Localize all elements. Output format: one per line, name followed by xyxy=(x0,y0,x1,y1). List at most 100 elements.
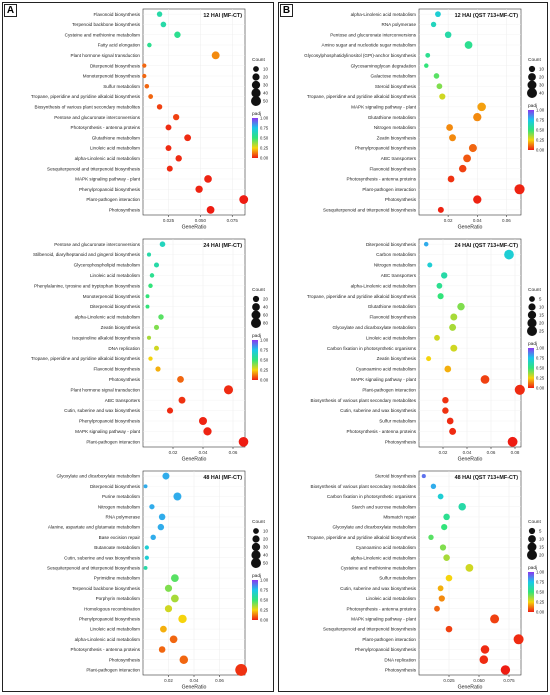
count-legend-key xyxy=(251,88,261,98)
category-label: MAPK signaling pathway - plant xyxy=(351,104,417,109)
data-point xyxy=(430,483,437,489)
data-point xyxy=(173,492,182,501)
padj-legend-title: padj xyxy=(528,103,537,109)
category-label: Plant hormone signal transduction xyxy=(71,53,141,58)
data-point xyxy=(446,124,453,131)
dot-plot: 0.025 0.050 0.075 GeneRatio Steroid biosynth… xyxy=(307,470,545,691)
data-point xyxy=(433,73,440,79)
category-label: Tropane, piperidine and pyridine alkaloi… xyxy=(31,94,141,99)
count-legend-key xyxy=(251,318,261,328)
category-label: Diterpenoid biosynthesis xyxy=(90,63,141,68)
category-label: Phenylpropanoid biosynthesis xyxy=(79,187,141,192)
count-legend-key xyxy=(529,296,535,302)
category-label: Carbon fixation in photosynthetic organi… xyxy=(327,494,417,499)
category-label: Starch and sucrose metabolism xyxy=(352,504,417,509)
padj-legend-label: 0.00 xyxy=(536,386,545,391)
category-label: Cyanoamino acid metabolism xyxy=(356,545,416,550)
data-point xyxy=(464,41,473,49)
data-point xyxy=(169,635,178,644)
data-point xyxy=(166,407,174,414)
padj-colorbar xyxy=(528,348,534,388)
data-point xyxy=(184,134,192,142)
data-point xyxy=(144,555,149,560)
category-label: Linoleic acid metabolism xyxy=(90,273,140,278)
category-label: Porphyrin metabolism xyxy=(96,596,141,601)
data-point xyxy=(170,594,179,603)
data-point xyxy=(164,605,173,613)
data-point xyxy=(165,145,172,152)
x-tick-label: 0.06 xyxy=(487,450,496,455)
padj-legend-label: 0.75 xyxy=(536,356,545,361)
category-label: Tropane, piperidine and pyridine alkaloi… xyxy=(307,94,417,99)
data-point xyxy=(178,614,187,624)
x-axis-label: GeneRatio xyxy=(458,225,483,231)
category-label: Pentose and glucuronate interconversions xyxy=(330,32,417,37)
category-label: Glyoxylate and dicarboxylate metabolism xyxy=(57,474,141,479)
data-point xyxy=(147,42,152,48)
category-label: MAPK signaling pathway - plant xyxy=(75,177,141,182)
category-label: Nitrogen metabolism xyxy=(374,125,416,130)
category-label: Diterpenoid biosynthesis xyxy=(366,242,417,247)
category-label: Photosynthesis xyxy=(109,657,141,662)
padj-legend-label: 0.50 xyxy=(260,358,269,363)
count-legend-key xyxy=(251,558,261,568)
x-tick-label: 0.04 xyxy=(473,218,482,223)
data-point xyxy=(174,31,181,38)
count-legend-label: 40 xyxy=(263,553,268,558)
data-point xyxy=(449,323,457,331)
category-label: Glycerophospholipid metabolism xyxy=(74,263,141,268)
category-label: Galactose metabolism xyxy=(371,74,417,79)
data-point xyxy=(450,313,458,321)
count-legend-label: 20 xyxy=(263,297,268,302)
count-legend-label: 20 xyxy=(263,75,268,80)
category-label: Monoterpenoid biosynthesis xyxy=(83,294,141,299)
category-label: Cutin, suberine and wax biosynthesis xyxy=(340,586,417,591)
count-legend-title: Count xyxy=(252,57,265,63)
data-point xyxy=(436,282,443,289)
count-legend-key xyxy=(253,528,259,534)
count-legend-key xyxy=(251,550,261,560)
x-tick-label: 0.025 xyxy=(443,678,455,683)
padj-legend-label: 0.00 xyxy=(536,148,545,153)
count-legend-label: 20 xyxy=(539,553,544,558)
x-axis-label: GeneRatio xyxy=(182,457,207,463)
data-point xyxy=(149,273,155,278)
padj-legend-label: 0.25 xyxy=(536,376,545,381)
category-label: RNA polymerase xyxy=(106,515,141,520)
count-legend-label: 30 xyxy=(539,83,544,88)
count-legend-key xyxy=(252,535,260,543)
plot-frame xyxy=(142,8,246,216)
count-legend-label: 10 xyxy=(539,305,544,310)
category-label: Alanine, aspartate and glutamate metabol… xyxy=(48,525,140,530)
count-legend-key xyxy=(528,535,536,543)
padj-colorbar xyxy=(252,340,258,380)
count-legend-title: Count xyxy=(528,57,541,63)
panel-b-letter: B xyxy=(280,4,293,17)
x-tick-label: 0.02 xyxy=(164,678,173,683)
plot-frame xyxy=(418,238,522,448)
padj-legend-label: 0.75 xyxy=(260,348,269,353)
data-point xyxy=(430,21,437,28)
category-label: Sulfur metabolism xyxy=(379,419,416,424)
data-point xyxy=(162,472,170,480)
data-point xyxy=(457,302,465,311)
data-point xyxy=(204,175,212,183)
category-label: Glycosylphosphatidylinositol (GPI)-ancho… xyxy=(304,53,417,58)
data-point xyxy=(458,502,466,511)
panel-a-letter: A xyxy=(4,4,17,17)
data-point xyxy=(450,344,458,352)
category-label: Diterpenoid biosynthesis xyxy=(90,304,141,309)
padj-legend-label: 0.00 xyxy=(260,378,269,383)
plot-frame xyxy=(418,8,522,216)
data-point xyxy=(195,185,203,193)
data-point xyxy=(465,564,474,572)
count-legend-title: Count xyxy=(528,287,541,293)
category-label: Biosynthesis of various plant secondary … xyxy=(311,398,417,403)
x-axis-label: GeneRatio xyxy=(182,685,207,691)
category-label: Zeatin biosynthesis xyxy=(377,356,417,361)
padj-legend-label: 0.50 xyxy=(536,366,545,371)
x-tick-label: 0.04 xyxy=(190,678,199,683)
data-point xyxy=(428,534,434,540)
category-label: Cutin, suberine and wax biosynthesis xyxy=(64,408,141,413)
count-legend-label: 5 xyxy=(539,529,542,534)
